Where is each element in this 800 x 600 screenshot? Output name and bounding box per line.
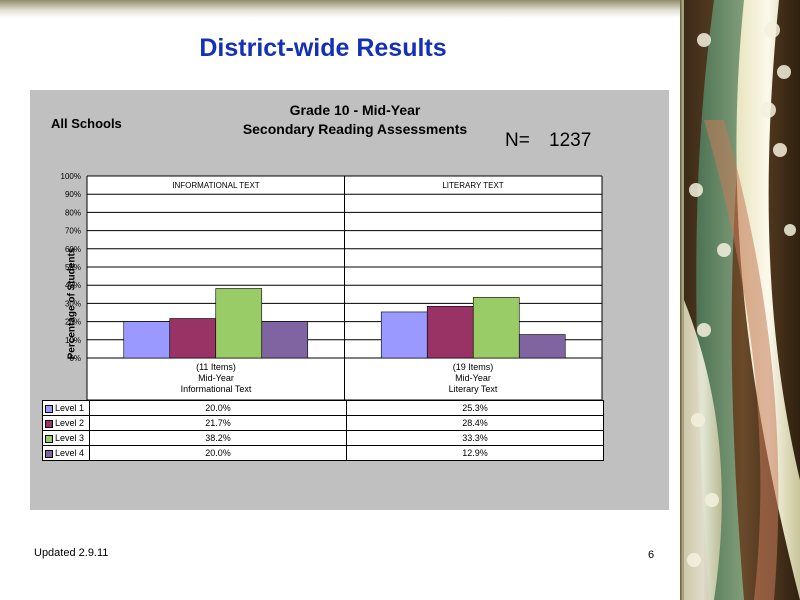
data-label: 21.7% (89, 415, 347, 431)
data-label: 20.0% (89, 400, 347, 416)
bar (426, 306, 474, 359)
data-label: 28.4% (346, 415, 604, 431)
category-items-count: (19 Items) (452, 362, 494, 372)
category-header-literary: LITERARY TEXT (442, 181, 504, 190)
category-header-informational: INFORMATIONAL TEXT (172, 181, 260, 190)
legend-entry: Level 4 (42, 445, 90, 461)
legend-swatch (45, 434, 53, 443)
page-number: 6 (648, 549, 655, 561)
chart-title-line2: Secondary Reading Assessments (242, 121, 468, 137)
data-label: 20.0% (89, 445, 347, 461)
legend-entry: Level 1 (42, 400, 90, 416)
data-label: 33.3% (346, 430, 604, 446)
category-label-informational: (11 Items) Mid-Year Informational Text (88, 362, 344, 395)
category-period: Mid-Year (198, 373, 234, 383)
slide-title: District-wide Results (199, 34, 447, 62)
table-row: Level 1 20.0% 25.3% (42, 400, 604, 416)
legend-entry: Level 3 (42, 430, 90, 446)
y-tick-label: 50% (65, 263, 81, 272)
bar (123, 321, 171, 359)
table-row: Level 3 38.2% 33.3% (42, 430, 604, 446)
data-table: Level 1 20.0% 25.3% Level 2 21.7% 28.4% … (42, 400, 604, 461)
n-label: N= (505, 130, 530, 151)
y-tick-label: 30% (65, 299, 81, 308)
category-name: Literary Text (448, 384, 498, 394)
bar (518, 334, 566, 359)
n-value: 1237 (549, 130, 592, 151)
y-tick-label: 20% (65, 318, 81, 327)
y-tick-label: 0% (69, 354, 81, 363)
legend-swatch (45, 404, 53, 413)
decorative-floral-panel (684, 0, 800, 600)
chart-panel: All Schools Grade 10 - Mid-Year Secondar… (30, 90, 669, 510)
data-label: 12.9% (346, 445, 604, 461)
category-label-literary: (19 Items) Mid-Year Literary Text (345, 362, 601, 395)
chart-title-line1: Grade 10 - Mid-Year (289, 102, 421, 118)
data-label: 38.2% (89, 430, 347, 446)
y-tick-label: 100% (61, 172, 81, 181)
y-tick-label: 40% (65, 281, 81, 290)
legend-swatch (45, 419, 53, 428)
category-name: Informational Text (180, 384, 252, 394)
top-shade (0, 0, 690, 18)
y-tick-label: 10% (65, 336, 81, 345)
y-tick-label: 60% (65, 245, 81, 254)
table-row: Level 4 20.0% 12.9% (42, 445, 604, 461)
bar (215, 288, 263, 359)
bar (169, 318, 217, 359)
category-period: Mid-Year (455, 373, 491, 383)
y-tick-label: 80% (65, 208, 81, 217)
decorative-frame (680, 0, 686, 600)
chart-plot: 0% 10% 20% 30% 40% 50% 60% 70% 80% 90% 100% (61, 172, 603, 401)
table-row: Level 2 21.7% 28.4% (42, 415, 604, 431)
school-label: All Schools (51, 116, 122, 131)
data-label: 25.3% (346, 400, 604, 416)
bar (472, 297, 520, 359)
category-items-count: (11 Items) (196, 362, 236, 372)
legend-swatch (45, 449, 53, 458)
y-tick-label: 70% (65, 227, 81, 236)
legend-entry: Level 2 (42, 415, 90, 431)
y-tick-label: 90% (65, 190, 81, 199)
bar (380, 311, 428, 359)
bar (261, 321, 309, 359)
updated-date: Updated 2.9.11 (34, 547, 109, 559)
